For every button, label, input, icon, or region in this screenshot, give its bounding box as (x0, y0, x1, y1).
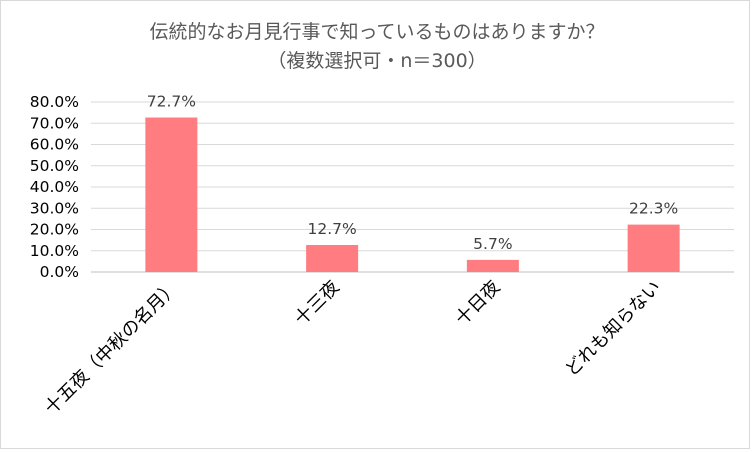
y-tick-label: 60.0% (30, 136, 79, 154)
x-category-label: 十日夜 (451, 277, 504, 330)
data-label: 5.7% (473, 235, 512, 253)
bar (306, 245, 359, 272)
chart-title: 伝統的なお月見行事で知っているものはありますか？ (149, 21, 604, 43)
gridlines (91, 101, 734, 273)
y-tick-label: 50.0% (30, 157, 79, 175)
bars (145, 117, 680, 272)
y-tick-label: 80.0% (30, 93, 79, 111)
y-tick-label: 70.0% (30, 114, 79, 132)
data-labels: 72.7% 12.7% 5.7% 22.3% (147, 93, 679, 253)
data-label: 22.3% (629, 200, 678, 218)
x-category-label: 十五夜（中秋の名月） (41, 277, 183, 419)
bar (627, 224, 680, 272)
x-category-label: 十三夜 (291, 277, 344, 330)
bar (466, 259, 519, 272)
y-tick-label: 0.0% (40, 263, 79, 281)
x-category-label: どれも知らない (561, 277, 665, 381)
bar (145, 117, 198, 272)
x-axis-categories: 十五夜（中秋の名月） 十三夜 十日夜 どれも知らない (41, 277, 665, 419)
y-axis-ticks: 0.0% 10.0% 20.0% 30.0% 40.0% 50.0% 60.0% 70.0% 8… (30, 93, 79, 281)
y-tick-label: 20.0% (30, 221, 79, 239)
data-label: 72.7% (147, 93, 196, 111)
chart-subtitle: （複数選択可・n＝300） (267, 50, 486, 72)
data-label: 12.7% (308, 220, 357, 238)
y-tick-label: 10.0% (30, 242, 79, 260)
y-tick-label: 30.0% (30, 199, 79, 217)
y-tick-label: 40.0% (30, 178, 79, 196)
